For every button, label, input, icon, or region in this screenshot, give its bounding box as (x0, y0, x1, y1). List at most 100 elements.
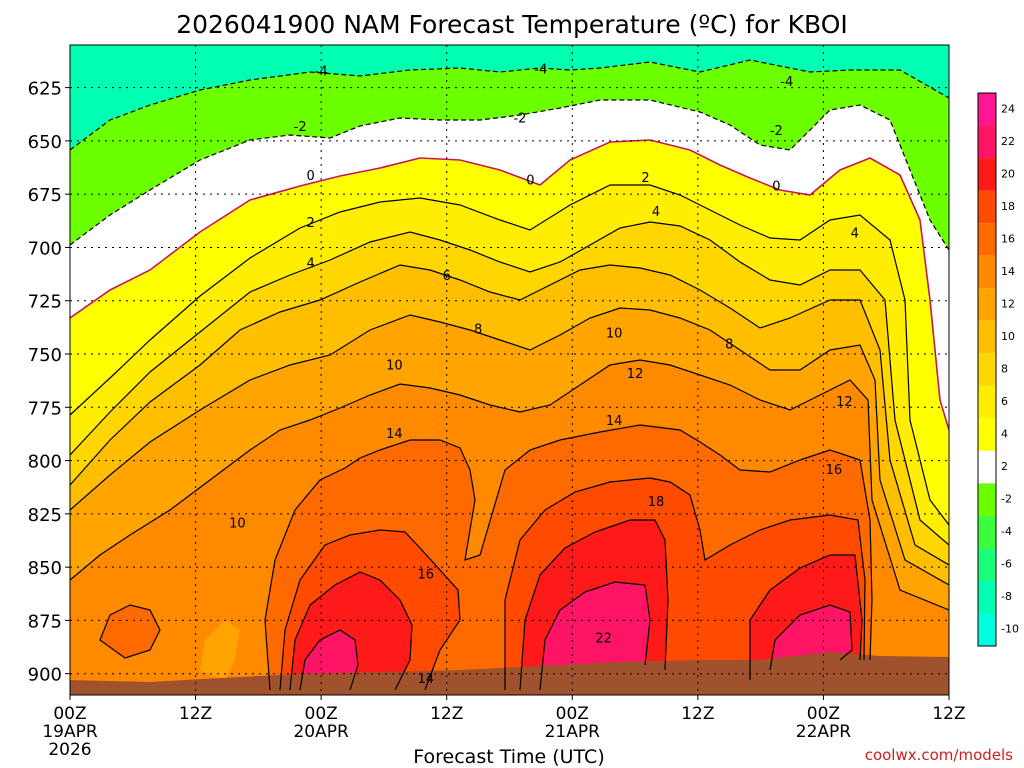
y-tick-label: 800 (28, 452, 62, 473)
colorbar-frame (977, 92, 997, 647)
y-tick-label: 900 (28, 665, 62, 686)
y-tick-label: 625 (28, 79, 62, 100)
colorbar-swatch (978, 288, 996, 321)
isotherm-16-mid (519, 519, 669, 691)
colorbar-tick-label: -8 (1001, 590, 1012, 603)
colorbar-tick-label: 12 (1001, 297, 1015, 310)
contour-label: 22 (595, 631, 612, 646)
contour-label: 8 (725, 337, 733, 352)
contour-label: 10 (606, 327, 623, 342)
band-0-2 (70, 140, 949, 525)
colorbar-tick-label: 6 (1001, 395, 1008, 408)
band-minus4-minus2 (70, 60, 949, 250)
isotherm-16-west (289, 571, 413, 691)
colorbar-tick-label: 22 (1001, 135, 1015, 148)
y-tick-label: 875 (28, 611, 62, 632)
colorbar-swatch (978, 320, 996, 354)
colorbar-tick-label: 24 (1001, 102, 1015, 115)
colorbar-swatch (978, 353, 996, 386)
isotherm-4 (70, 221, 949, 546)
contour-label: 2 (307, 216, 315, 231)
colorbar-tick-label: 4 (1001, 428, 1008, 441)
isotherm-10 (70, 359, 949, 611)
band-above-22 (300, 582, 852, 690)
contour-label: 14 (386, 427, 403, 442)
y-tick-label: 650 (28, 132, 62, 153)
contour-label: 18 (648, 495, 665, 510)
isotherm-0 (70, 139, 949, 431)
credit-text[interactable]: coolwx.com/models (865, 746, 1013, 764)
y-tick-label: 725 (28, 292, 62, 313)
colorbar-tick-label: 10 (1001, 330, 1015, 343)
x-axis-title: Forecast Time (UTC) (413, 746, 604, 768)
contour-label: 16 (826, 463, 843, 478)
contour-label: 0 (307, 169, 315, 184)
isotherm-minus4 (70, 59, 949, 151)
colorbar-swatch (978, 450, 996, 484)
chart-title: 2026041900 NAM Forecast Temperature (ºC)… (176, 10, 848, 39)
colorbar-tick-label: -4 (1001, 525, 1012, 538)
colorbar-tick-label: -2 (1001, 493, 1012, 506)
contour-label: 4 (652, 205, 660, 220)
isotherm-22-mid (539, 581, 651, 691)
isotherm-14-west (279, 529, 461, 691)
isotherm-14-east (504, 477, 866, 690)
isotherm-minus2 (70, 99, 949, 251)
x-tick-label: 12Z (179, 704, 212, 724)
band-minus2-0 (70, 100, 949, 430)
contour-label: 0 (526, 173, 534, 188)
isotherm-8 (70, 307, 949, 586)
contour-label: 14 (606, 414, 623, 429)
band-6-8 (70, 265, 949, 585)
x-tick-label: 12Z (681, 704, 714, 724)
y-tick-label: 825 (28, 505, 62, 526)
contour-label: -4 (315, 65, 328, 80)
colorbar-swatch (978, 158, 996, 191)
contour-label: 16 (418, 568, 435, 583)
terrain (70, 652, 949, 695)
contour-label: -2 (513, 111, 526, 126)
colorbar-tick-label: 18 (1001, 200, 1015, 213)
colorbar-tick-label: 2 (1001, 460, 1008, 473)
colorbar-swatch (978, 515, 996, 549)
colorbar-swatch (978, 385, 996, 419)
colorbar-tick-label: 14 (1001, 265, 1015, 278)
x-tick-label: 00Z (807, 704, 840, 724)
colorbar-tick-label: 16 (1001, 232, 1015, 245)
plot-frame (69, 44, 950, 696)
colorbar-swatch (978, 125, 996, 159)
colorbar-tick-label: -10 (1001, 623, 1019, 636)
contour-label: 8 (474, 322, 482, 337)
y-tick-label: 850 (28, 558, 62, 579)
patch-10-12-left (200, 620, 240, 680)
contour-label: 12 (836, 395, 853, 410)
isotherm-12 (264, 424, 873, 691)
isotherm-22-west (299, 629, 359, 691)
y-tick-label: 675 (28, 185, 62, 206)
contour-label: -4 (534, 62, 547, 77)
x-tick-date-label: 19APR (42, 722, 98, 742)
contour-label: 12 (627, 367, 644, 382)
x-tick-year-label: 2026 (48, 740, 91, 760)
y-tick-label: 775 (28, 398, 62, 419)
isotherm-lines (70, 59, 949, 691)
contour-label: 10 (386, 359, 403, 374)
colorbar-swatch (978, 190, 996, 224)
x-tick-label: 00Z (305, 704, 338, 724)
colorbar-swatch (978, 255, 996, 289)
colorbar-swatch (978, 483, 996, 516)
colorbar-tick-label: 8 (1001, 363, 1008, 376)
x-tick-label: 12Z (932, 704, 965, 724)
temperature-fill-layer (70, 45, 949, 695)
colorbar-tick-label: -6 (1001, 558, 1012, 571)
band-4-6 (70, 222, 949, 565)
contour-label: 4 (851, 227, 859, 242)
colorbar-swatch (978, 223, 996, 256)
y-tick-label: 750 (28, 345, 62, 366)
x-tick-date-label: 21APR (545, 722, 601, 742)
y-axis: 625 650 675 700 725 750 775 800 825 850 875 900 (28, 79, 70, 686)
y-tick-label: 700 (28, 238, 62, 259)
colorbar-tick-label: 20 (1001, 167, 1015, 180)
